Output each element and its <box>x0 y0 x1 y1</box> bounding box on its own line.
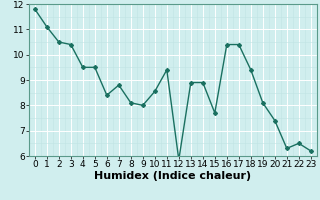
X-axis label: Humidex (Indice chaleur): Humidex (Indice chaleur) <box>94 171 252 181</box>
